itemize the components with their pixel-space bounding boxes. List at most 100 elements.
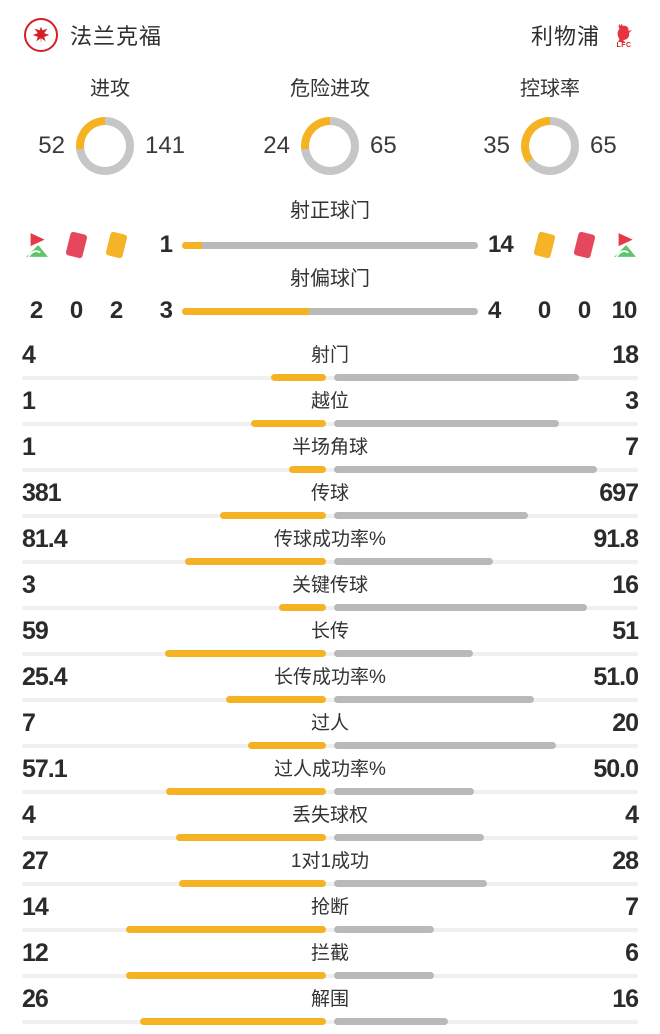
shots-section: 射正球门 1 14 射偏球门 2 0 2 3 4 <box>0 196 660 328</box>
donut-title: 危险进攻 <box>290 78 370 100</box>
stat-home-value: 59 <box>22 617 49 645</box>
stat-home-value: 1 <box>22 433 36 461</box>
stat-label: 关键传球 <box>291 575 368 596</box>
donut-away-value: 65 <box>590 132 617 159</box>
donut-title: 进攻 <box>90 78 130 100</box>
stat-bar-track <box>22 744 638 748</box>
away-yellow-card-icon <box>524 231 564 259</box>
donut-ring <box>301 117 359 175</box>
stat-home-value: 14 <box>22 893 49 921</box>
stat-bar-away <box>334 834 484 841</box>
stat-bar-track <box>22 606 638 610</box>
stat-bar-home <box>140 1018 326 1025</box>
stat-bar-home <box>219 512 326 519</box>
donut-ring <box>75 117 134 175</box>
stat-bar-track <box>22 928 638 932</box>
stat-row: 3 关键传球 16 <box>0 570 660 616</box>
frankfurt-crest-icon <box>24 18 58 52</box>
away-corner-flag-icon <box>604 232 644 258</box>
home-team-name: 法兰克福 <box>70 24 163 49</box>
stat-bar-away <box>334 926 434 933</box>
stat-bar-home <box>176 834 326 841</box>
stat-home-value: 4 <box>22 341 36 369</box>
stat-bar-home <box>165 650 326 657</box>
stat-row: 7 过人 20 <box>0 708 660 754</box>
stat-away-value: 7 <box>625 433 639 461</box>
shots-off-target-away: 4 <box>488 297 501 324</box>
stat-away-value: 7 <box>625 893 639 921</box>
stat-label: 丢失球权 <box>291 805 368 826</box>
stat-home-value: 1 <box>22 387 36 415</box>
stat-away-value: 16 <box>612 985 639 1013</box>
home-yellow-card-icon <box>96 231 136 259</box>
liverpool-crest-text: LFC <box>616 42 632 49</box>
stat-away-value: 28 <box>612 847 639 875</box>
shots-on-target-bar <box>182 241 478 249</box>
stat-away-value: 697 <box>599 479 639 507</box>
stat-bar-track <box>22 882 638 886</box>
stat-bar-track <box>22 514 638 518</box>
stat-label: 半场角球 <box>291 437 368 458</box>
stat-bar-away <box>334 512 528 519</box>
stat-bar-away <box>334 696 535 703</box>
stat-home-value: 4 <box>22 801 36 829</box>
stat-row: 1 越位 3 <box>0 386 660 432</box>
stat-bar-home <box>271 374 326 381</box>
stat-label: 传球成功率% <box>274 529 386 550</box>
stat-away-value: 20 <box>612 709 639 737</box>
stat-home-value: 7 <box>22 709 36 737</box>
away-red-cards-count: 0 <box>577 297 591 324</box>
liverpool-crest-icon: LFC <box>612 21 636 49</box>
stat-bar-away <box>334 742 557 749</box>
stat-bar-away <box>334 972 434 979</box>
stat-label: 解围 <box>310 989 349 1010</box>
stat-bar-track <box>22 974 638 978</box>
stat-label: 越位 <box>310 391 349 412</box>
donut-block: 进攻 52 141 <box>0 72 220 178</box>
stat-bar-away <box>334 604 587 611</box>
stat-bar-track <box>22 698 638 702</box>
shots-off-target-row: 2 0 2 3 4 0 0 10 <box>0 294 660 328</box>
stat-home-value: 25.4 <box>22 663 68 691</box>
stat-bar-home <box>251 420 326 427</box>
stat-bar-away <box>334 466 597 473</box>
stat-row: 25.4 长传成功率% 51.0 <box>0 662 660 708</box>
stat-row: 57.1 过人成功率% 50.0 <box>0 754 660 800</box>
stat-home-value: 3 <box>22 571 36 599</box>
stat-home-value: 57.1 <box>22 755 68 783</box>
stat-label: 射门 <box>310 345 349 366</box>
stat-row: 14 抢断 7 <box>0 892 660 938</box>
donut-charts: 进攻 52 141 危险进攻 24 65 控球率 35 65 <box>0 72 660 178</box>
stat-row: 59 长传 51 <box>0 616 660 662</box>
shots-off-target-home: 3 <box>159 297 173 324</box>
stat-bar-track <box>22 652 638 656</box>
stat-bar-home <box>278 604 326 611</box>
stat-away-value: 16 <box>612 571 639 599</box>
stat-home-value: 12 <box>22 939 49 967</box>
shots-on-target-home: 1 <box>159 231 173 258</box>
home-red-card-icon <box>56 231 96 259</box>
stat-bar-track <box>22 790 638 794</box>
stat-bar-home <box>288 466 326 473</box>
donut-away-value: 141 <box>144 132 186 159</box>
stat-bar-track <box>22 836 638 840</box>
stat-bar-home <box>126 972 326 979</box>
stat-label: 拦截 <box>310 943 349 964</box>
stat-row: 4 丢失球权 4 <box>0 800 660 846</box>
home-corner-flag-icon <box>16 232 56 258</box>
away-team[interactable]: 利物浦 LFC <box>531 19 636 51</box>
stat-bar-home <box>185 558 326 565</box>
stat-away-value: 3 <box>625 387 639 415</box>
home-team[interactable]: 法兰克福 <box>24 18 162 52</box>
stat-bar-away <box>334 650 474 657</box>
stat-bar-track <box>22 560 638 564</box>
shots-on-target-title: 射正球门 <box>290 200 370 222</box>
donut-block: 控球率 35 65 <box>440 72 660 178</box>
stat-bar-home <box>248 742 326 749</box>
stat-home-value: 381 <box>22 479 62 507</box>
stat-away-value: 18 <box>612 341 639 369</box>
stat-away-value: 91.8 <box>593 525 639 553</box>
stat-bar-track <box>22 376 638 380</box>
stat-bar-away <box>334 880 487 887</box>
stat-row: 381 传球 697 <box>0 478 660 524</box>
